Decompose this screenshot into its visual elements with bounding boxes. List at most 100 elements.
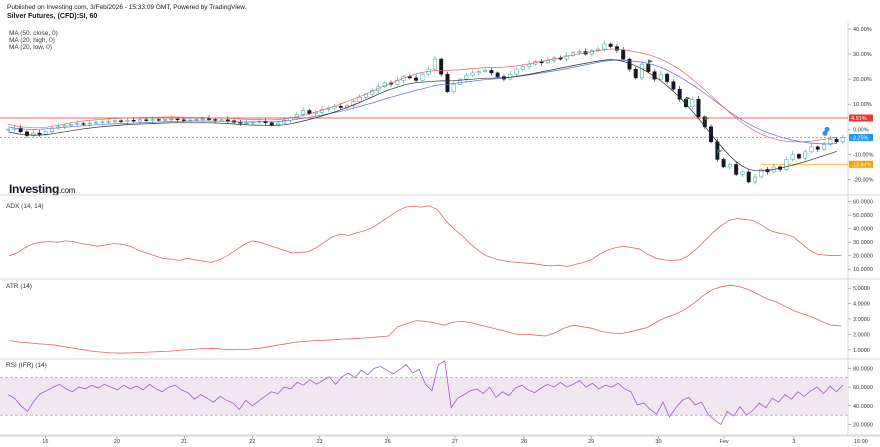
y-tick-label: 2.0000: [853, 332, 870, 338]
candle-body: [68, 124, 73, 126]
candle-body: [282, 120, 287, 124]
candle-body: [244, 122, 249, 125]
candle-body: [131, 120, 136, 122]
candle-body: [426, 68, 431, 75]
candle-body: [232, 120, 237, 123]
candle-body: [175, 118, 180, 121]
time-axis-label: 16:00: [854, 439, 868, 445]
candle-body: [614, 46, 619, 51]
candle-body: [269, 122, 274, 126]
ma20-low-line: [8, 59, 837, 172]
x-tick-label: 3: [792, 439, 795, 445]
candle-body: [389, 82, 393, 85]
candle-body: [464, 75, 469, 80]
candle-body: [106, 121, 111, 123]
candle-body: [87, 122, 92, 125]
legend-ma20-low: MA (20, low, 0): [9, 44, 52, 51]
candle-body: [765, 169, 770, 173]
candle-body: [470, 72, 475, 76]
candle-body: [840, 137, 845, 143]
x-tick-label: 20: [114, 439, 120, 445]
candle-body: [163, 119, 168, 121]
candle-body: [495, 72, 500, 77]
candle-body: [508, 73, 513, 80]
instrument-title: Silver Futures, (CFD):SI, 60: [7, 13, 98, 20]
candle-body: [156, 119, 161, 121]
candle-body: [683, 98, 688, 107]
candle-body: [696, 98, 701, 118]
candle-body: [451, 83, 456, 92]
candle-body: [633, 68, 638, 79]
candle-body: [18, 127, 23, 133]
candle-body: [81, 123, 86, 125]
candle-body: [740, 171, 745, 175]
rsi-label: RSI (IFR) (14): [6, 362, 47, 369]
y-tick-label: 10.00%: [853, 102, 872, 108]
x-tick-label: 30: [655, 439, 661, 445]
rsi-band: [0, 377, 848, 416]
ma50-close-line: [8, 59, 837, 145]
candle-body: [56, 126, 61, 129]
y-tick-label: 60.0000: [853, 200, 873, 206]
candle-body: [564, 55, 569, 60]
atr-label: ATR (14): [6, 283, 32, 290]
ma20-high-line: [8, 48, 837, 143]
candle-body: [257, 121, 262, 123]
candle-body: [345, 105, 350, 108]
candle-body: [489, 70, 494, 74]
candle-body: [602, 43, 607, 50]
y-tick-label: 20.0000: [853, 423, 873, 429]
candle-body: [100, 121, 105, 123]
y-tick-label: 4.0000: [853, 302, 870, 308]
candle-body: [721, 159, 726, 168]
candle-body: [370, 90, 375, 95]
candle-body: [784, 159, 789, 170]
candle-body: [640, 63, 645, 79]
candle-body: [583, 51, 588, 55]
candle-body: [219, 119, 224, 121]
candle-body: [746, 171, 751, 183]
candle-body: [445, 73, 450, 92]
candle-body: [458, 78, 462, 85]
candle-body: [815, 146, 820, 150]
candle-body: [288, 117, 293, 121]
resistance-price-label: 4.51%: [851, 116, 867, 122]
candle-body: [690, 98, 695, 107]
candle-body: [665, 73, 670, 82]
candle-body: [828, 139, 833, 145]
candle-body: [137, 119, 142, 122]
candle-body: [150, 119, 155, 121]
candle-body: [144, 119, 149, 121]
y-tick-label: 40.00%: [853, 27, 872, 33]
candle-body: [790, 154, 795, 160]
candle-body: [338, 105, 343, 108]
x-tick-label: 16: [42, 439, 48, 445]
rsi-line: [7, 360, 844, 426]
candle-body: [476, 71, 481, 74]
y-tick-label: 30.00%: [853, 52, 872, 58]
event-marker-icon: [824, 126, 830, 132]
candle-body: [119, 120, 124, 122]
y-tick-label: 60.0000: [853, 385, 873, 391]
candle-body: [238, 122, 243, 124]
y-tick-label: 50.0000: [853, 213, 873, 219]
x-tick-label: 22: [249, 439, 255, 445]
candle-body: [357, 96, 362, 102]
candle-body: [533, 61, 538, 65]
candle-body: [351, 101, 356, 106]
y-tick-label: 1.0000: [853, 348, 870, 354]
y-tick-label: 30.0000: [853, 240, 873, 246]
current-price-label: -3.25%: [851, 135, 869, 141]
event-flag-icon: [648, 59, 654, 64]
candle-body: [715, 141, 720, 160]
legend-ma50: MA (50, close, 0): [9, 30, 58, 37]
y-tick-label: 20.00%: [853, 77, 872, 83]
event-flag-icon: [717, 149, 723, 153]
event-flag-icon: [704, 116, 710, 121]
candle-body: [250, 121, 255, 124]
candle-body: [332, 105, 337, 109]
candle-body: [62, 125, 67, 128]
candle-body: [50, 127, 55, 133]
y-tick-label: 3.0000: [853, 317, 870, 323]
